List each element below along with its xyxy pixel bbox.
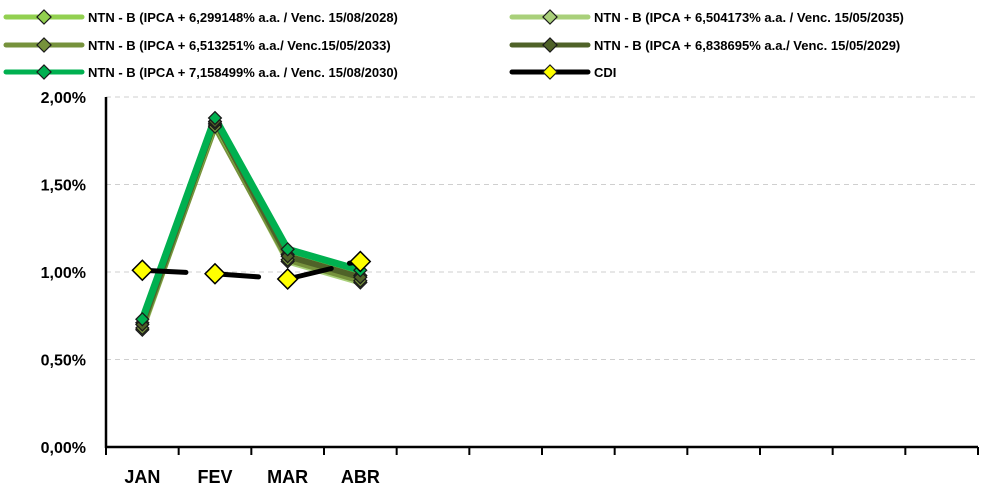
series-4-point-1 bbox=[207, 110, 223, 126]
y-tick-label-4: 2,00% bbox=[41, 90, 86, 107]
legend-label-3: NTN - B (IPCA + 6,838695% a.a./ Venc. 15… bbox=[594, 38, 900, 53]
x-tick-label-0: JAN bbox=[124, 467, 160, 487]
legend-marker-4 bbox=[36, 64, 52, 80]
legend-marker-5 bbox=[542, 64, 558, 80]
cdi-point-1 bbox=[204, 262, 226, 285]
legend-marker-2 bbox=[36, 37, 52, 53]
series-line-4 bbox=[138, 114, 364, 323]
cdi-point-3 bbox=[349, 250, 372, 273]
plot-area bbox=[131, 110, 372, 338]
y-tick-label-1: 0,50% bbox=[41, 353, 86, 370]
legend-marker-0 bbox=[36, 9, 52, 25]
legend-label-1: NTN - B (IPCA + 6,504173% a.a. / Venc. 1… bbox=[594, 10, 904, 25]
y-axis: 0,00% 0,50% 1,00% 1,50% 2,00% bbox=[41, 90, 108, 457]
legend-label-2: NTN - B (IPCA + 6,513251% a.a./ Venc.15/… bbox=[88, 38, 391, 53]
x-axis: JAN FEV MAR ABR bbox=[105, 445, 979, 487]
x-tick-label-2: MAR bbox=[267, 467, 308, 487]
cdi-point-2 bbox=[276, 268, 299, 290]
legend-marker-1 bbox=[542, 9, 558, 25]
legend-marker-3 bbox=[542, 37, 558, 53]
x-tick-label-1: FEV bbox=[197, 467, 232, 487]
y-tick-label-2: 1,00% bbox=[41, 265, 86, 282]
legend: NTN - B (IPCA + 6,299148% a.a. / Venc. 1… bbox=[3, 9, 904, 80]
legend-label-5: CDI bbox=[594, 65, 616, 80]
y-tick-label-3: 1,50% bbox=[41, 178, 86, 195]
series-4-point-0 bbox=[135, 311, 150, 327]
series-4-point-2 bbox=[280, 241, 295, 257]
y-tick-label-0: 0,00% bbox=[41, 440, 86, 457]
cdi-point-0 bbox=[131, 259, 154, 282]
legend-label-4: NTN - B (IPCA + 7,158499% a.a. / Venc. 1… bbox=[88, 65, 398, 80]
x-tick-label-3: ABR bbox=[341, 467, 380, 487]
grid bbox=[106, 96, 978, 360]
legend-label-0: NTN - B (IPCA + 6,299148% a.a. / Venc. 1… bbox=[88, 10, 398, 25]
